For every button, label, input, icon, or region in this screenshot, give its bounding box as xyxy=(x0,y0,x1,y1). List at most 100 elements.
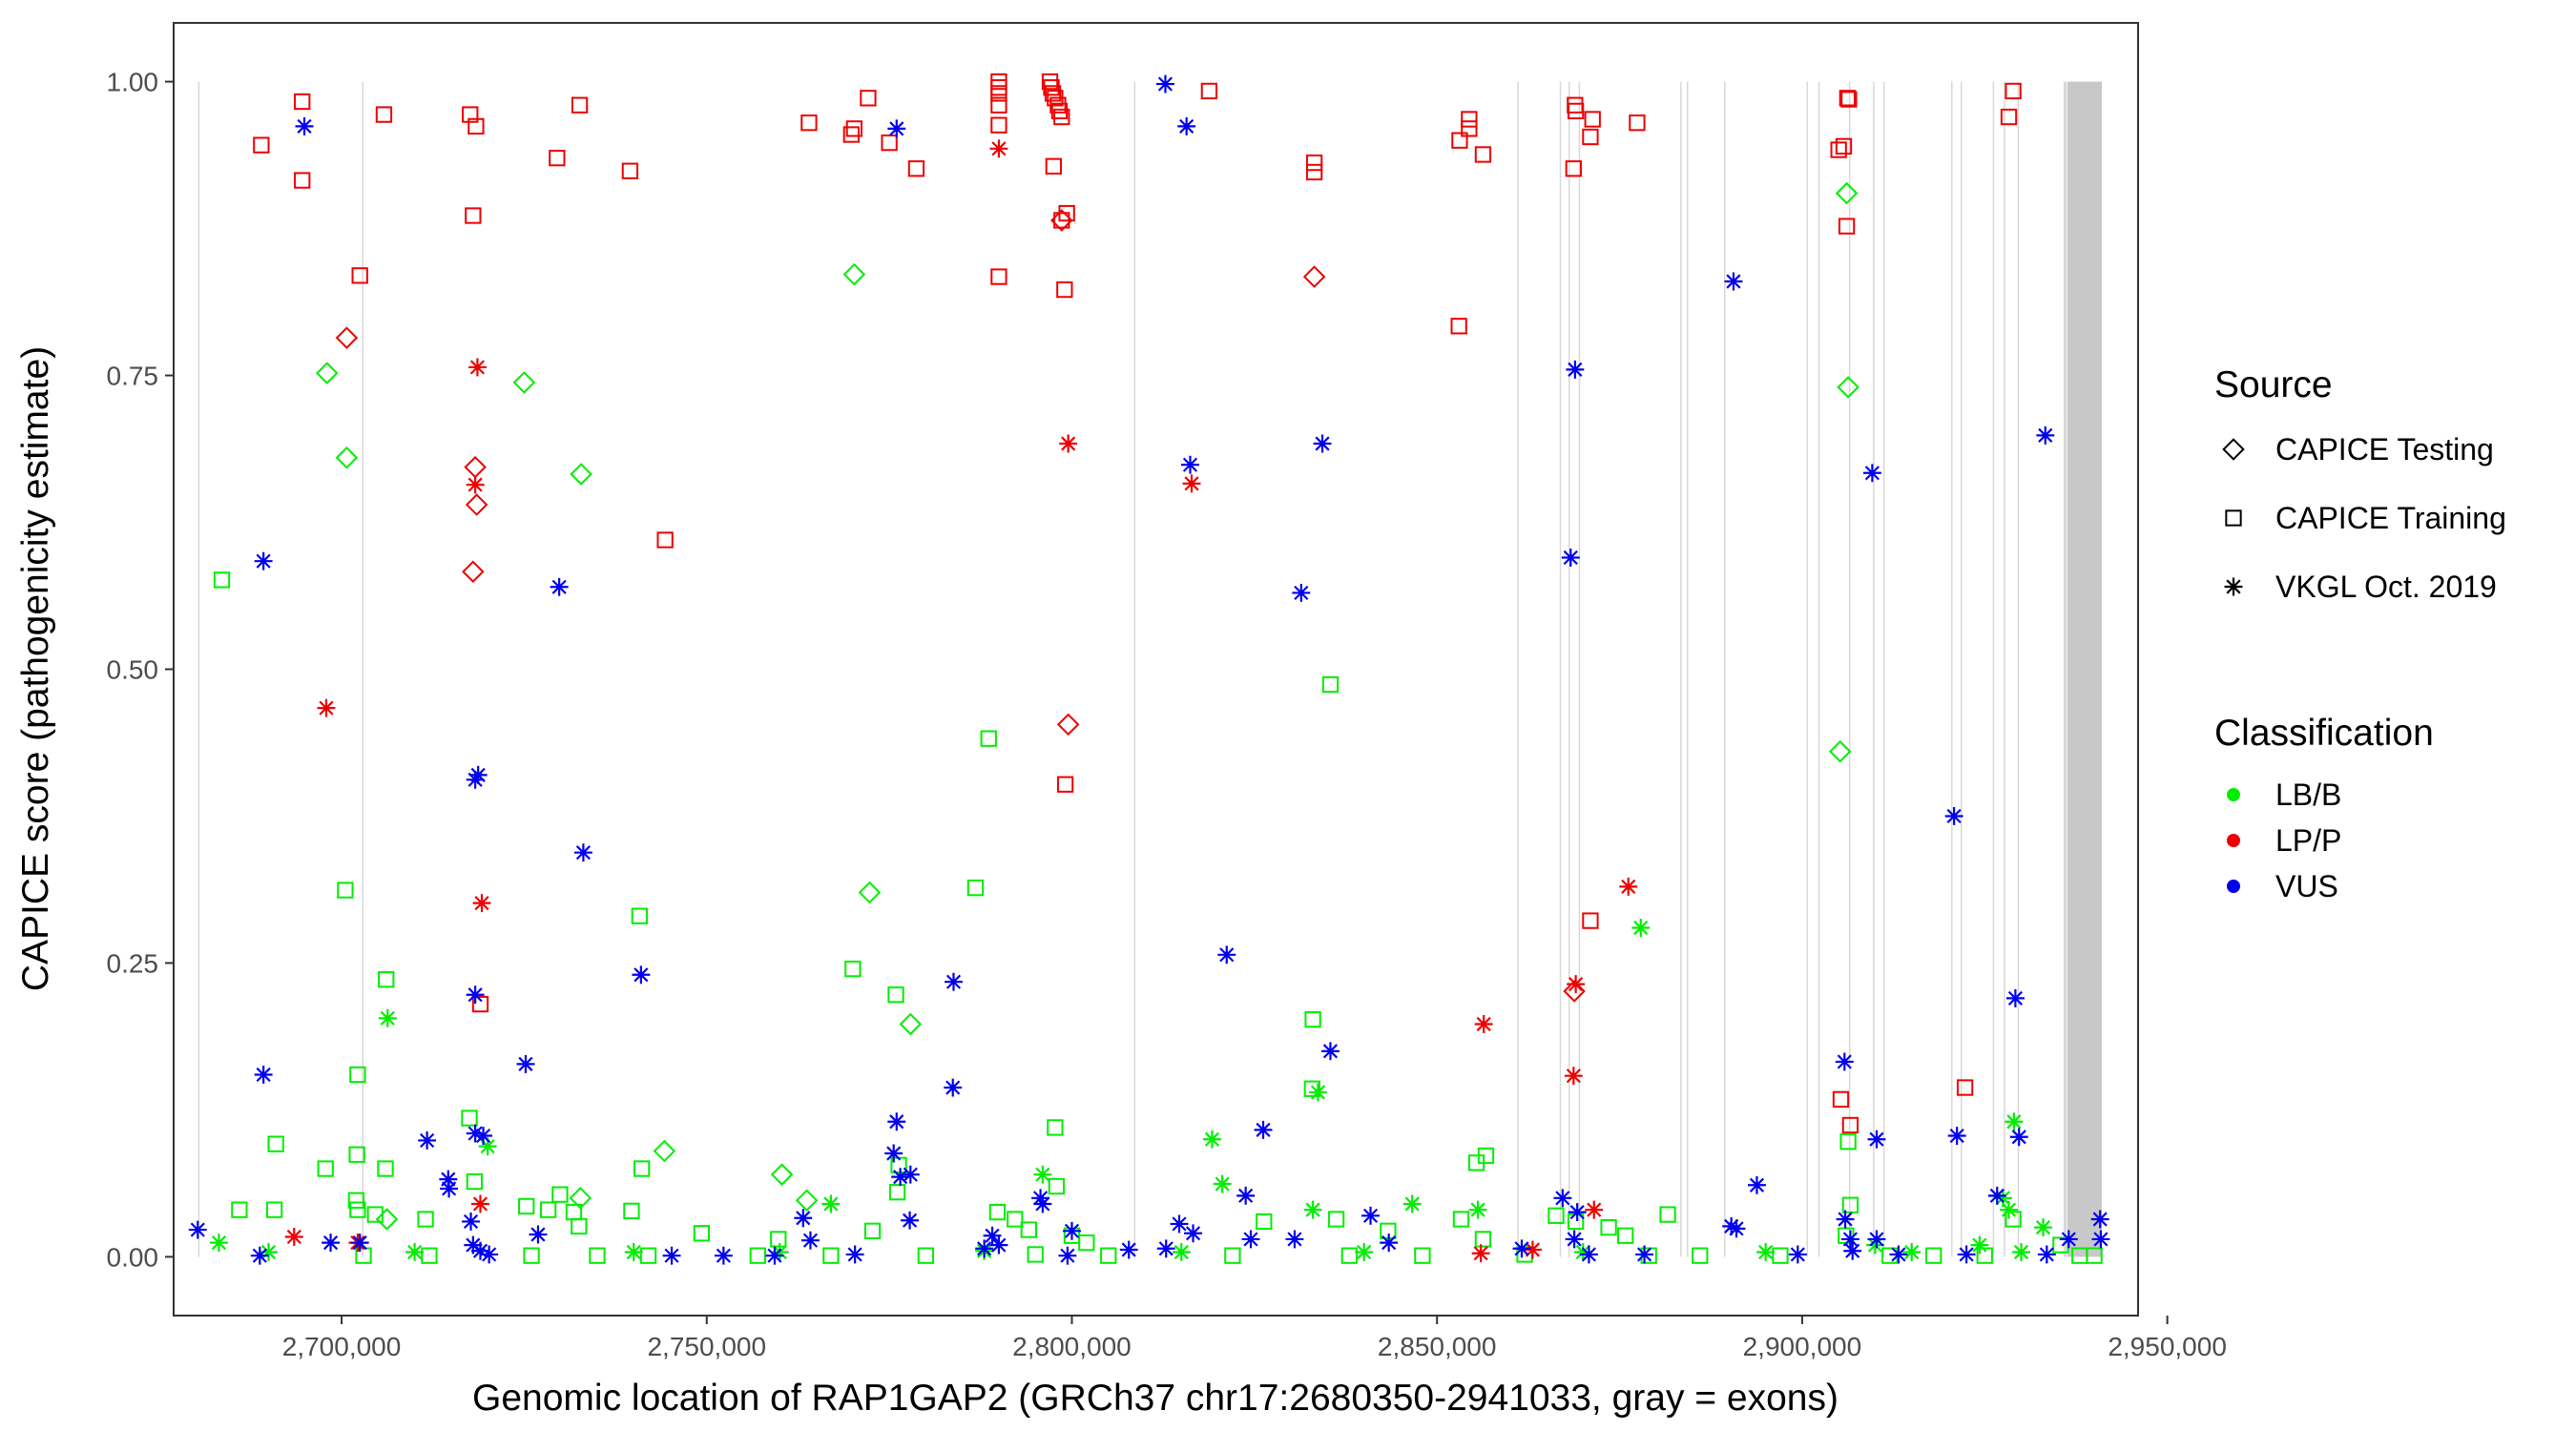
exon-band xyxy=(1818,81,1820,1257)
legend-dot xyxy=(2227,834,2240,847)
point-capice-training-lb-b xyxy=(1925,1247,1942,1264)
point-capice-training-lp-p xyxy=(571,96,589,114)
exon-band xyxy=(197,81,200,1257)
point-vkgl-oct-2019-lb-b xyxy=(2034,1218,2052,1237)
point-capice-training-lb-b xyxy=(770,1231,787,1248)
point-capice-training-lp-p xyxy=(990,85,1008,102)
point-vkgl-oct-2019-lb-b xyxy=(2005,1112,2024,1131)
point-capice-training-lp-p xyxy=(656,531,674,549)
point-capice-training-lp-p xyxy=(253,136,270,154)
point-vkgl-oct-2019-vus xyxy=(1380,1234,1399,1253)
point-vkgl-oct-2019-lp-p xyxy=(1182,474,1201,493)
point-vkgl-oct-2019-vus xyxy=(516,1054,535,1073)
point-capice-training-lp-p xyxy=(1629,114,1646,132)
point-capice-training-lp-p xyxy=(1832,1090,1850,1108)
point-vkgl-oct-2019-vus xyxy=(2005,988,2025,1007)
point-capice-training-lp-p xyxy=(845,120,863,137)
point-capice-training-lb-b xyxy=(1414,1247,1431,1264)
point-vkgl-oct-2019-vus xyxy=(462,1213,480,1231)
point-capice-training-lb-b xyxy=(1340,1247,1358,1264)
point-vkgl-oct-2019-vus xyxy=(550,577,569,596)
point-capice-training-lb-b xyxy=(589,1247,606,1264)
point-capice-training-lp-p xyxy=(1050,102,1069,120)
point-vkgl-oct-2019-vus xyxy=(983,1226,1002,1245)
point-vkgl-oct-2019-lp-p xyxy=(1619,877,1638,896)
y-axis-title: CAPICE score (pathogenicity estimate) xyxy=(15,346,56,991)
point-vkgl-oct-2019-lb-b xyxy=(1573,1243,1592,1261)
point-vkgl-oct-2019-lp-p xyxy=(467,358,487,377)
point-vkgl-oct-2019-vus xyxy=(944,1078,963,1097)
point-vkgl-oct-2019-lp-p xyxy=(466,475,485,494)
point-capice-testing-lp-p xyxy=(1056,713,1080,736)
point-vkgl-oct-2019-vus xyxy=(480,1245,499,1264)
point-capice-training-lp-p xyxy=(1200,82,1218,100)
y-tick-label: 1.00 xyxy=(107,68,159,97)
point-capice-training-lb-b xyxy=(1321,675,1340,694)
point-vkgl-oct-2019-vus xyxy=(188,1220,207,1239)
point-vkgl-oct-2019-vus xyxy=(662,1246,681,1265)
point-capice-training-lp-p xyxy=(375,106,393,123)
point-capice-training-lp-p xyxy=(1839,90,1857,107)
point-vkgl-oct-2019-vus xyxy=(2009,1128,2028,1147)
point-vkgl-oct-2019-vus xyxy=(1292,583,1311,602)
point-capice-training-lp-p xyxy=(467,117,485,135)
point-vkgl-oct-2019-vus xyxy=(1788,1245,1807,1264)
point-capice-training-lb-b xyxy=(1617,1227,1634,1244)
point-capice-training-lb-b xyxy=(378,971,395,988)
x-axis-title: Genomic location of RAP1GAP2 (GRCh37 chr… xyxy=(472,1378,1839,1419)
point-vkgl-oct-2019-lb-b xyxy=(378,1008,397,1027)
point-capice-training-lp-p xyxy=(1044,85,1062,102)
point-vkgl-oct-2019-lb-b xyxy=(821,1194,841,1213)
point-vkgl-oct-2019-lp-p xyxy=(284,1228,303,1246)
point-capice-training-lb-b xyxy=(631,907,648,924)
point-vkgl-oct-2019-vus xyxy=(466,985,485,1005)
exon-band xyxy=(2067,81,2102,1257)
point-capice-training-lb-b xyxy=(1100,1247,1117,1264)
point-vkgl-oct-2019-lp-p xyxy=(317,698,336,717)
point-vkgl-oct-2019-vus xyxy=(1840,1230,1859,1249)
point-capice-training-lb-b xyxy=(417,1211,434,1228)
point-capice-training-lb-b xyxy=(1224,1247,1241,1264)
point-capice-training-lp-p xyxy=(907,160,925,177)
point-capice-training-lp-p xyxy=(1582,128,1599,146)
point-vkgl-oct-2019-vus xyxy=(1568,1203,1587,1222)
point-vkgl-oct-2019-lb-b xyxy=(1402,1194,1422,1213)
point-capice-training-lp-p xyxy=(2000,108,2018,126)
point-capice-training-lp-p xyxy=(990,116,1008,134)
point-vkgl-oct-2019-lp-p xyxy=(1585,1200,1604,1219)
point-capice-training-lb-b xyxy=(1452,1211,1470,1228)
point-vkgl-oct-2019-vus xyxy=(350,1234,369,1253)
y-tick-label: 0.50 xyxy=(107,655,159,685)
x-tick-label: 2,700,000 xyxy=(282,1332,402,1361)
point-vkgl-oct-2019-lb-b xyxy=(210,1234,228,1253)
point-vkgl-oct-2019-lb-b xyxy=(1355,1243,1374,1261)
point-capice-training-lp-p xyxy=(1565,160,1582,177)
point-vkgl-oct-2019-vus xyxy=(466,1124,485,1143)
legend-item-capice-testing: CAPICE Testing xyxy=(2222,432,2494,467)
point-vkgl-oct-2019-lp-p xyxy=(1471,1244,1490,1263)
exon-band xyxy=(2004,81,2005,1257)
point-capice-training-lb-b xyxy=(1256,1213,1273,1231)
point-vkgl-oct-2019-vus xyxy=(1722,1216,1741,1235)
point-capice-training-lp-p xyxy=(465,207,482,224)
point-capice-testing-lp-p xyxy=(1302,265,1326,288)
point-vkgl-oct-2019-lp-p xyxy=(1524,1240,1542,1259)
legend-label: LB/B xyxy=(2275,778,2341,812)
point-vkgl-oct-2019-lb-b xyxy=(1308,1083,1327,1102)
point-vkgl-oct-2019-lb-b xyxy=(2000,1200,2018,1219)
point-vkgl-oct-2019-vus xyxy=(1835,1052,1854,1071)
point-vkgl-oct-2019-vus xyxy=(884,1144,904,1163)
point-vkgl-oct-2019-vus xyxy=(887,1112,906,1131)
point-vkgl-oct-2019-vus xyxy=(1254,1120,1273,1139)
exon-band xyxy=(1568,81,1570,1257)
legend-label: VUS xyxy=(2275,869,2338,903)
point-capice-training-lb-b xyxy=(888,1184,906,1201)
point-capice-training-lp-p xyxy=(881,134,898,152)
legend-item-capice-training: CAPICE Training xyxy=(2225,501,2506,535)
point-vkgl-oct-2019-vus xyxy=(1579,1245,1598,1264)
point-capice-training-lb-b xyxy=(844,960,862,978)
point-capice-training-lp-p xyxy=(1045,157,1062,175)
point-vkgl-oct-2019-vus xyxy=(250,1246,269,1265)
point-capice-training-lp-p xyxy=(471,995,489,1013)
